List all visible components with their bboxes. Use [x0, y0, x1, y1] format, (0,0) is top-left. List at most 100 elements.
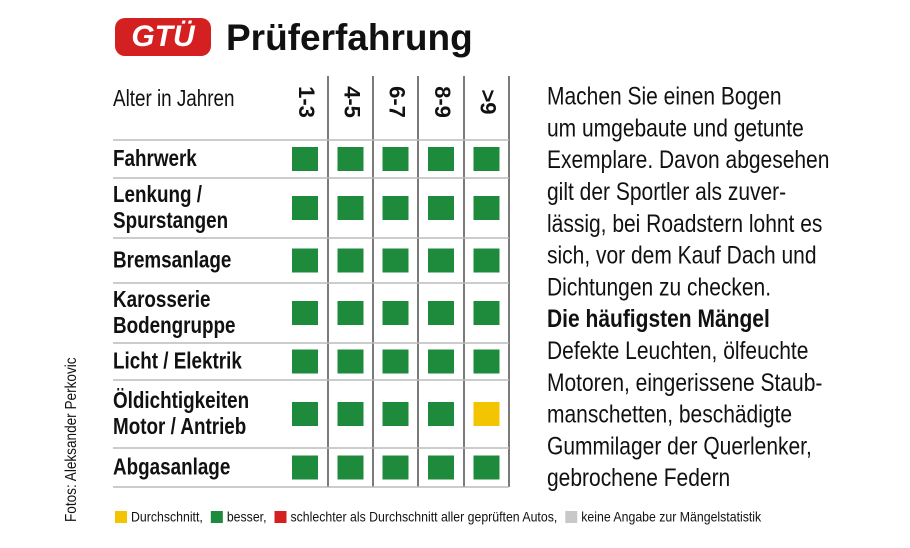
rating-square — [337, 147, 364, 171]
body-line-group: sich, vor dem Kauf Dach und — [547, 241, 817, 269]
legend-label-group: besser, — [227, 509, 267, 525]
rating-square — [473, 248, 500, 273]
legend-label-group: Durchschnitt, — [131, 509, 203, 525]
rating-square — [337, 455, 364, 480]
row-label: Motor / Antrieb — [113, 414, 246, 439]
rating-square — [292, 301, 318, 325]
row-label-group: Bodengruppe — [113, 313, 235, 338]
row-label: Karosserie — [113, 287, 210, 312]
legend-swatch — [565, 511, 578, 523]
row-label: Licht / Elektrik — [113, 349, 242, 374]
body-line: Exemplare. Davon abgesehen — [547, 145, 829, 173]
body-line: gilt der Sportler als zuver- — [547, 177, 786, 205]
row-label: Öldichtigkeiten — [113, 388, 249, 413]
rating-square — [428, 248, 454, 273]
rating-square — [473, 349, 500, 374]
rating-square — [292, 455, 318, 480]
body-line-group: Gummilager der Querlenker, — [547, 432, 812, 460]
body-line-group: Machen Sie einen Bogen — [547, 82, 782, 110]
legend-swatch — [274, 511, 287, 523]
row-label: Lenkung / — [113, 182, 202, 207]
rating-square — [382, 455, 409, 480]
section-heading: Die häufigsten Mängel — [547, 304, 770, 332]
rating-square — [382, 196, 409, 220]
row-label-group: Öldichtigkeiten — [113, 388, 249, 413]
column-header: 6-7 — [385, 86, 410, 118]
row-label: Spurstangen — [113, 208, 228, 233]
logo-box — [115, 18, 211, 56]
row-label-group: Motor / Antrieb — [113, 414, 246, 439]
legend-label: Durchschnitt, — [131, 509, 203, 525]
rating-square — [337, 301, 364, 325]
logo: GTÜ — [131, 20, 196, 53]
row-label: Fahrwerk — [113, 146, 197, 171]
body-line-group: gilt der Sportler als zuver- — [547, 177, 786, 205]
rating-square — [428, 455, 454, 480]
rating-square — [428, 349, 454, 374]
rating-square — [292, 349, 318, 374]
body-line: sich, vor dem Kauf Dach und — [547, 241, 817, 269]
rating-square — [428, 196, 454, 220]
axis-label-group: Alter in Jahren — [113, 86, 235, 111]
rating-square — [382, 248, 409, 273]
rating-square — [382, 147, 409, 171]
rating-square — [473, 301, 500, 325]
legend-label: schlechter als Durchschnitt aller geprüf… — [290, 509, 557, 525]
photo-credit: Fotos: Aleksander Perkovic — [63, 357, 80, 522]
body-line: um umgebaute und getunte — [547, 114, 804, 142]
title: Prüferfahrung — [226, 17, 473, 58]
body-line-group: manschetten, beschädigte — [547, 400, 792, 428]
legend-swatch — [115, 511, 127, 523]
row-label-group: Abgasanlage — [113, 455, 230, 480]
rating-square — [428, 301, 454, 325]
body-line: Gummilager der Querlenker, — [547, 432, 812, 460]
body-line: Dichtungen zu checken. — [547, 273, 771, 301]
rating-square — [473, 147, 500, 171]
body-line-group: gebrochene Federn — [547, 463, 730, 491]
body-line-group: Motoren, eingerissene Staub- — [547, 368, 822, 396]
axis-label: Alter in Jahren — [113, 86, 235, 111]
body-line-group: Exemplare. Davon abgesehen — [547, 145, 829, 173]
rating-square — [428, 402, 454, 426]
legend-label-group: keine Angabe zur Mängelstatistik — [581, 509, 761, 525]
rating-square — [473, 196, 500, 220]
rating-square — [292, 402, 318, 426]
body-line-group: Defekte Leuchten, ölfeuchte — [547, 336, 808, 364]
body-line: Defekte Leuchten, ölfeuchte — [547, 336, 808, 364]
legend-label: besser, — [227, 509, 267, 525]
row-label: Bremsanlage — [113, 248, 231, 273]
row-label-group: Karosserie — [113, 287, 210, 312]
body-line: Motoren, eingerissene Staub- — [547, 368, 822, 396]
rating-square — [292, 147, 318, 171]
column-header: 1-3 — [294, 86, 319, 118]
rating-square — [292, 248, 318, 273]
body-line-group: um umgebaute und getunte — [547, 114, 804, 142]
legend-label-group: schlechter als Durchschnitt aller geprüf… — [290, 509, 557, 525]
row-label-group: Spurstangen — [113, 208, 228, 233]
rating-square — [292, 196, 318, 220]
rating-square — [428, 147, 454, 171]
row-label-group: Licht / Elektrik — [113, 349, 242, 374]
rating-square — [473, 402, 500, 426]
column-header: 8-9 — [430, 86, 455, 118]
body-line: lässig, bei Roadstern lohnt es — [547, 209, 822, 237]
rating-square — [382, 349, 409, 374]
row-label-group: Bremsanlage — [113, 248, 231, 273]
rating-square — [337, 196, 364, 220]
column-header: >9 — [476, 89, 501, 114]
legend-label: keine Angabe zur Mängelstatistik — [581, 509, 761, 525]
body-line: manschetten, beschädigte — [547, 400, 792, 428]
rating-square — [382, 301, 409, 325]
row-label: Bodengruppe — [113, 313, 235, 338]
body-line-group: lässig, bei Roadstern lohnt es — [547, 209, 822, 237]
section-heading-group: Die häufigsten Mängel — [547, 304, 770, 332]
rating-square — [382, 402, 409, 426]
row-label-group: Fahrwerk — [113, 146, 197, 171]
legend-swatch — [210, 511, 223, 523]
body-line: Machen Sie einen Bogen — [547, 82, 782, 110]
rating-square — [473, 455, 500, 480]
rating-square — [337, 402, 364, 426]
row-label: Abgasanlage — [113, 455, 230, 480]
